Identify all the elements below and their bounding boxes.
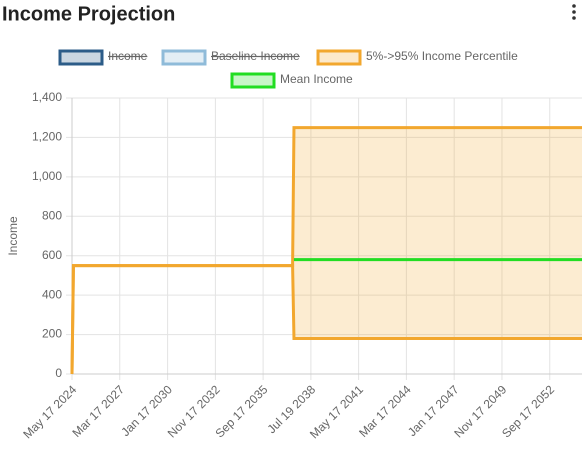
- y-tick-label: 600: [42, 248, 62, 262]
- legend-label: Income: [108, 49, 148, 63]
- band-upper-line: [70, 126, 582, 375]
- legend-label: 5%->95% Income Percentile: [366, 49, 518, 63]
- legend-label: Mean Income: [280, 72, 353, 86]
- menu-button[interactable]: [572, 4, 576, 20]
- y-tick-label: 1,000: [32, 169, 62, 183]
- y-tick-label: 1,400: [32, 90, 62, 104]
- legend-swatch: [316, 49, 362, 66]
- menu-dot: [572, 10, 576, 14]
- legend-swatch: [230, 72, 276, 89]
- x-tick-label: Mar 17 2027: [70, 382, 128, 440]
- y-tick-label: 1,200: [32, 130, 62, 144]
- menu-dot: [572, 4, 576, 8]
- y-tick-label: 400: [42, 287, 62, 301]
- legend-item[interactable]: Income: [58, 49, 148, 66]
- x-tick-label: Mar 17 2044: [356, 382, 414, 440]
- legend-item[interactable]: Baseline Income: [161, 49, 300, 66]
- y-tick-label: 200: [42, 327, 62, 341]
- legend-item[interactable]: 5%->95% Income Percentile: [316, 49, 518, 66]
- menu-dot: [572, 16, 576, 20]
- legend-swatch: [161, 49, 207, 66]
- band-area: [72, 127, 582, 374]
- chart-title: Income Projection: [2, 3, 175, 25]
- y-axis-label: Income: [6, 216, 20, 256]
- y-tick-label: 800: [42, 208, 62, 222]
- legend-swatch: [58, 49, 104, 66]
- legend-label: Baseline Income: [211, 49, 300, 63]
- y-tick-label: 0: [55, 366, 62, 380]
- legend-item[interactable]: Mean Income: [230, 72, 353, 89]
